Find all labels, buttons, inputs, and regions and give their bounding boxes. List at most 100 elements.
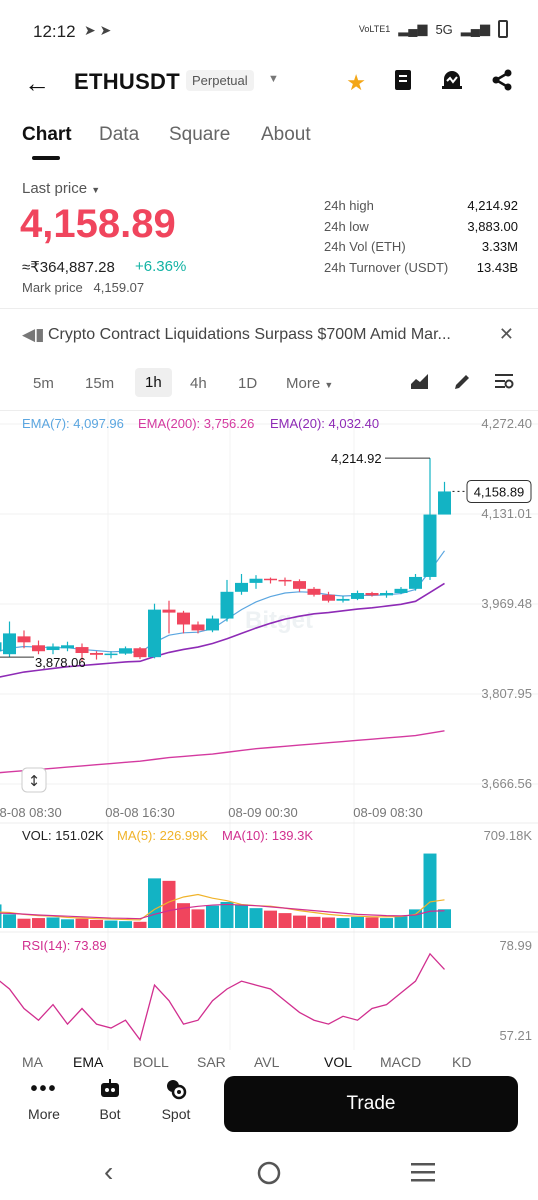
indicator-macd[interactable]: MACD <box>380 1054 422 1070</box>
draw-tool-icon[interactable] <box>452 372 472 398</box>
tab-chart[interactable]: Chart <box>22 124 72 145</box>
volume-bar <box>119 921 132 928</box>
volume-bar <box>148 878 161 928</box>
candle-body <box>438 491 451 515</box>
interval-5m[interactable]: 5m <box>33 375 54 392</box>
close-icon[interactable]: ✕ <box>498 324 514 344</box>
interval-more[interactable]: More ▼ <box>286 375 334 392</box>
volte-label: VoLTE1 <box>358 24 391 34</box>
candle-body <box>119 648 132 654</box>
high-label: 4,214.92 <box>331 451 382 466</box>
more-button[interactable]: ••• More <box>14 1078 74 1124</box>
price-chart[interactable]: 4,272.40 4,131.01 3,969.48 3,807.95 3,666.56… <box>0 410 538 1050</box>
candle-body <box>235 582 248 592</box>
x-tick-label: 08-08 16:30 <box>105 805 174 820</box>
vertical-arrows-icon: ↕ <box>28 772 41 790</box>
share-icon[interactable] <box>490 68 514 98</box>
caret-down-icon: ▼ <box>324 380 334 390</box>
tab-bar: Chart Data Square About <box>0 118 538 162</box>
volume-bar <box>293 915 306 928</box>
volume-bar <box>409 909 422 928</box>
notebook-icon[interactable] <box>392 68 414 98</box>
home-icon[interactable] <box>256 1160 282 1193</box>
candle-body <box>380 592 393 596</box>
volume-bar <box>322 917 335 928</box>
volume-bar <box>394 916 408 928</box>
symbol-dropdown-icon[interactable]: ▼ <box>268 73 279 85</box>
volume-bar <box>90 919 103 928</box>
tab-data[interactable]: Data <box>99 124 140 145</box>
symbol-title[interactable]: ETHUSDT <box>74 69 180 94</box>
trade-button[interactable]: Trade <box>224 1076 518 1132</box>
x-tick-label: 08-09 00:30 <box>228 805 297 820</box>
interval-15m[interactable]: 15m <box>85 375 115 392</box>
indicator-vol[interactable]: VOL <box>324 1054 353 1070</box>
candle-body <box>394 588 408 593</box>
volume-bar <box>307 916 321 928</box>
system-navbar: ‹ <box>0 1150 538 1200</box>
recents-icon[interactable] <box>410 1158 436 1190</box>
stat-row: 24h Turnover (USDT) 13.43B <box>324 259 518 275</box>
ema-label: EMA(200): 3,756.26 <box>138 416 254 431</box>
y-tick-label: 4,131.01 <box>481 506 532 521</box>
status-bar: 12:12 ➤ ➤ VoLTE1 ▂▄▆ 5G ▂▄▆ <box>0 0 538 60</box>
volume-bar <box>3 914 16 928</box>
spot-button[interactable]: Spot <box>146 1078 206 1124</box>
candle-body <box>162 609 176 613</box>
volume-bar <box>191 909 205 928</box>
star-icon[interactable]: ★ <box>346 70 366 95</box>
indicator-kd[interactable]: KD <box>452 1054 472 1070</box>
back-arrow-icon[interactable]: ← <box>24 68 50 98</box>
candle-body <box>336 598 350 601</box>
candle-body <box>409 576 422 589</box>
telegram-icon: ➤ ➤ <box>84 22 112 38</box>
contract-badge: Perpetual <box>186 70 254 91</box>
last-price-label[interactable]: Last price ▼ <box>22 180 101 197</box>
candle-body <box>206 618 219 631</box>
y-tick-label: 3,666.56 <box>481 776 532 791</box>
back-icon[interactable]: ‹ <box>104 1156 114 1187</box>
candle-body <box>351 592 364 599</box>
volume-bar <box>206 905 219 928</box>
tab-square[interactable]: Square <box>169 124 231 145</box>
stat-row: 24h high 4,214.92 <box>324 198 518 213</box>
news-text[interactable]: Crypto Contract Liquidations Surpass $70… <box>48 326 451 343</box>
last-price-value: 4,158.89 <box>20 202 176 246</box>
indicator-ema[interactable]: EMA <box>73 1054 104 1070</box>
current-price-tag <box>466 479 532 503</box>
volume-bar <box>220 901 234 928</box>
interval-1h[interactable]: 1h <box>135 368 172 397</box>
indicator-boll[interactable]: BOLL <box>133 1054 169 1070</box>
interval-4h[interactable]: 4h <box>190 375 207 392</box>
candle-body <box>32 645 45 652</box>
alert-icon[interactable] <box>440 68 464 98</box>
indicator-bar: MA EMA BOLL SAR AVL VOL MACD KD <box>0 1050 538 1072</box>
chart-type-icon[interactable] <box>410 372 430 398</box>
rsi-label: RSI(14): 73.89 <box>22 938 107 953</box>
stat-row: 24h Vol (ETH) 3.33M <box>324 239 518 254</box>
indicator-sar[interactable]: SAR <box>197 1054 226 1070</box>
ema200-line <box>0 730 445 774</box>
news-ticker[interactable]: ◀▮ Crypto Contract Liquidations Surpass … <box>0 318 538 352</box>
volume-bar <box>133 921 147 928</box>
active-tab-indicator <box>32 156 60 160</box>
chart-settings-icon[interactable] <box>494 372 514 398</box>
volume-max-label: 709.18K <box>484 828 533 843</box>
interval-1d[interactable]: 1D <box>238 375 258 392</box>
volume-bar <box>264 910 277 928</box>
candle-body <box>249 578 263 583</box>
indicator-avl[interactable]: AVL <box>254 1054 280 1070</box>
candle-body <box>133 648 147 658</box>
volume-bar <box>0 904 2 928</box>
candle-body <box>264 578 277 581</box>
inr-value: ≈₹364,887.28 <box>22 259 115 276</box>
volume-bar <box>423 853 437 928</box>
tab-about[interactable]: About <box>261 124 311 145</box>
indicator-ma[interactable]: MA <box>22 1054 43 1070</box>
y-tick-label: 3,969.48 <box>481 596 532 611</box>
change-percent: +6.36% <box>135 258 187 275</box>
more-icon: ••• <box>30 1078 58 1100</box>
volume-bar <box>104 920 118 928</box>
bot-button[interactable]: Bot <box>80 1078 140 1124</box>
current-price-label: 4,158.89 <box>474 484 525 499</box>
